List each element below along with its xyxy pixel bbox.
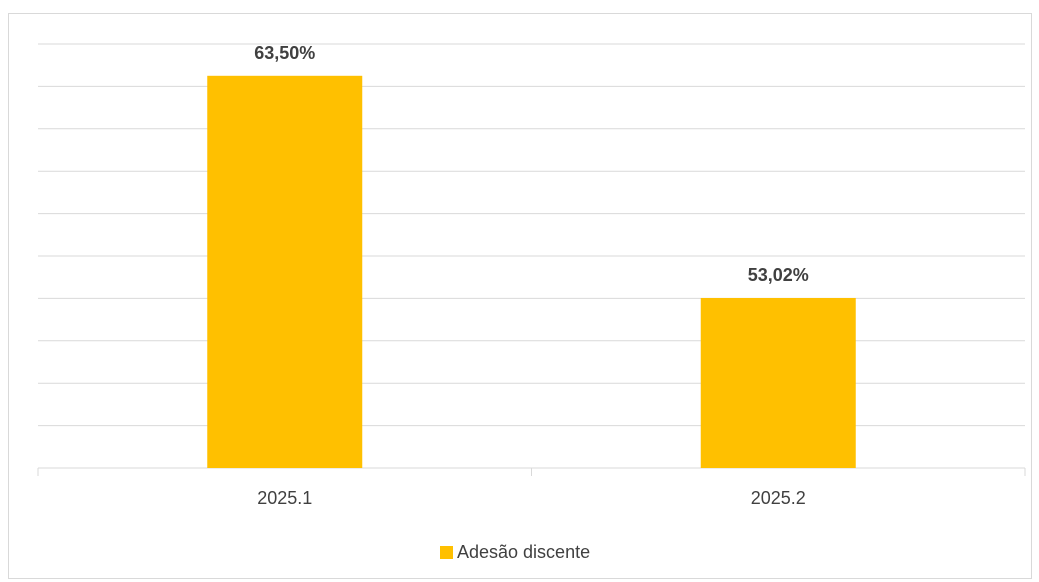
legend-label: Adesão discente bbox=[457, 541, 591, 562]
data-label: 53,02% bbox=[748, 265, 809, 285]
x-tick-label: 2025.2 bbox=[751, 488, 806, 508]
x-tick-label: 2025.1 bbox=[257, 488, 312, 508]
bar bbox=[207, 75, 363, 469]
legend: Adesão discente bbox=[440, 540, 590, 564]
bar bbox=[700, 297, 856, 468]
legend-swatch bbox=[440, 545, 453, 559]
chart-frame bbox=[8, 13, 1032, 579]
data-label: 63,50% bbox=[254, 43, 315, 63]
